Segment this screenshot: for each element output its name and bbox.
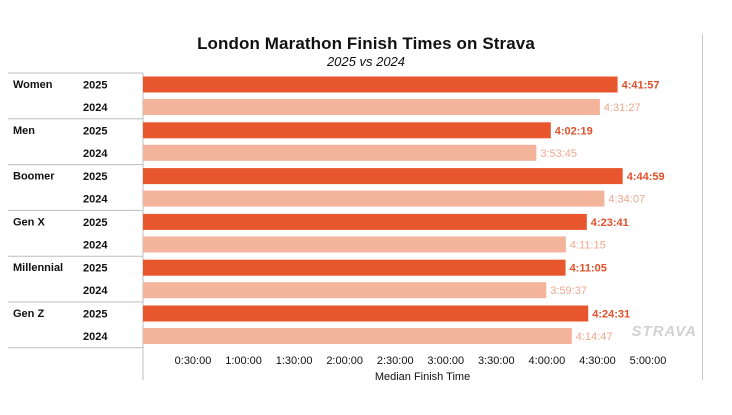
bar-2024 xyxy=(143,144,537,161)
bar-2025 xyxy=(143,259,566,276)
series-year-label: 2024 xyxy=(83,285,108,297)
series-year-label: 2025 xyxy=(83,263,107,275)
data-label: 4:34:07 xyxy=(608,194,645,206)
bar-2024 xyxy=(143,99,600,115)
chart-subtitle: 2025 vs 2024 xyxy=(326,54,406,69)
series-year-label: 2025 xyxy=(83,80,107,92)
bar-2025 xyxy=(143,213,587,230)
bar-2024 xyxy=(143,328,572,344)
data-label: 4:24:31 xyxy=(592,309,630,321)
series-year-label: 2024 xyxy=(83,148,108,160)
x-tick-label: 2:00:00 xyxy=(326,355,363,367)
x-tick-label: 3:30:00 xyxy=(478,355,515,367)
series-year-label: 2025 xyxy=(83,309,107,321)
data-label: 4:14:47 xyxy=(576,331,613,343)
data-label: 4:31:27 xyxy=(604,102,641,114)
bar-2025 xyxy=(143,76,618,93)
x-tick-label: 5:00:00 xyxy=(630,355,667,367)
data-label: 4:41:57 xyxy=(622,80,660,92)
group-label: Millennial xyxy=(13,262,63,274)
x-tick-label: 4:00:00 xyxy=(529,355,566,367)
series-year-label: 2024 xyxy=(83,102,108,114)
data-label: 4:02:19 xyxy=(555,125,593,137)
series-year-label: 2024 xyxy=(83,194,108,206)
data-label: 4:44:59 xyxy=(627,171,665,183)
series-year-label: 2025 xyxy=(83,171,107,183)
data-label: 4:23:41 xyxy=(591,217,629,229)
data-label: 4:11:15 xyxy=(570,239,606,251)
data-label: 3:59:37 xyxy=(550,285,587,297)
series-year-label: 2025 xyxy=(83,125,107,137)
x-tick-label: 2:30:00 xyxy=(377,355,414,367)
x-tick-label: 1:30:00 xyxy=(276,355,313,367)
strava-watermark: STRAVA xyxy=(632,323,697,340)
bar-2025 xyxy=(143,305,589,322)
bar-2024 xyxy=(143,282,547,299)
group-label: Men xyxy=(13,125,35,137)
data-label: 4:11:05 xyxy=(570,263,607,275)
bar-2024 xyxy=(143,236,566,253)
group-label: Gen Z xyxy=(13,308,44,320)
x-tick-label: 1:00:00 xyxy=(225,355,262,367)
data-label: 3:53:45 xyxy=(540,148,577,160)
x-axis-title: Median Finish Time xyxy=(375,371,470,383)
x-tick-label: 4:30:00 xyxy=(579,355,616,367)
series-year-label: 2024 xyxy=(83,239,108,251)
group-label: Women xyxy=(13,79,53,91)
x-tick-label: 0:30:00 xyxy=(175,355,212,367)
series-year-label: 2024 xyxy=(83,331,108,343)
group-label: Boomer xyxy=(13,171,55,183)
series-year-label: 2025 xyxy=(83,217,107,229)
group-label: Gen X xyxy=(13,216,45,228)
bar-2025 xyxy=(143,168,623,185)
chart-title: London Marathon Finish Times on Strava xyxy=(197,34,535,53)
x-tick-label: 3:00:00 xyxy=(427,355,464,367)
bar-2024 xyxy=(143,190,605,207)
bar-2025 xyxy=(143,122,551,139)
right-edge-line xyxy=(702,34,703,380)
